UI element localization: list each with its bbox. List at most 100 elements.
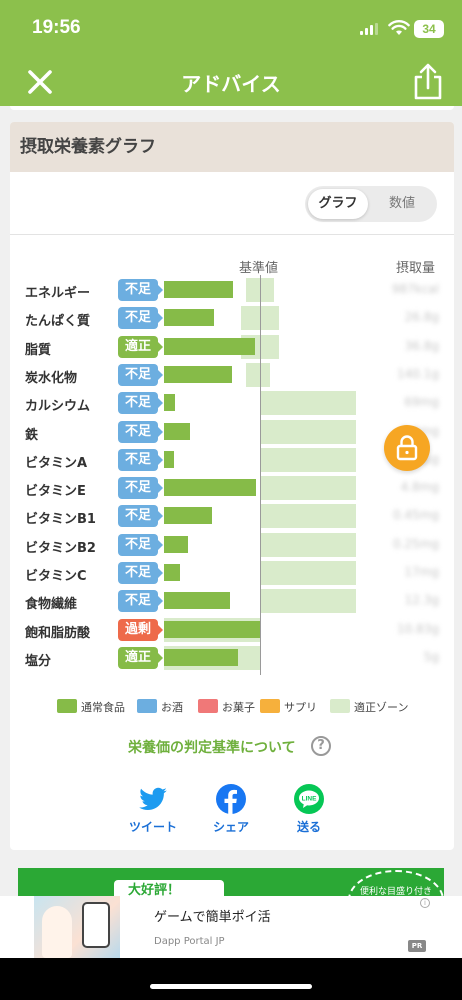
home-indicator[interactable] <box>150 984 312 989</box>
intake-bar <box>164 620 260 638</box>
promo-banner[interactable]: 大好評！ 便利な目盛り付き <box>18 868 444 898</box>
intake-value: 4.8mg <box>400 480 439 495</box>
intake-value: 12.3g <box>404 593 439 608</box>
twitter-icon <box>139 787 167 810</box>
nutrient-row: ビタミンE 不足 4.8mg <box>10 474 454 502</box>
facebook-icon <box>216 784 246 814</box>
intake-value: 0.25mg <box>392 536 439 551</box>
intake-value: 0.45mg <box>392 508 439 523</box>
nutrient-name: 飽和脂肪酸 <box>25 625 91 641</box>
nutrient-name: ビタミンB2 <box>25 540 96 556</box>
intake-header: 摂取量 <box>396 261 436 276</box>
optimal-zone <box>245 362 270 387</box>
optimal-zone <box>240 306 280 331</box>
optimal-zone <box>260 447 356 472</box>
ad-title: ゲームで簡単ポイ活 <box>154 910 271 925</box>
intake-value: 5g <box>423 649 439 664</box>
line-icon-text: LINE <box>302 796 317 803</box>
legend: 通常食品 お酒 お菓子 サプリ 適正ゾーン <box>10 696 454 716</box>
line-label: 送る <box>296 820 321 834</box>
ad-banner[interactable]: ゲームで簡単ポイ活 Dapp Portal JP PR i <box>0 896 462 958</box>
status-badge: 不足 <box>118 562 163 584</box>
nutrient-name: ビタミンA <box>25 455 88 471</box>
legend-label: 適正ゾーン <box>354 701 409 714</box>
ad-info-icon[interactable]: i <box>420 898 430 908</box>
status-badge: 不足 <box>118 477 163 500</box>
status-badge: 不足 <box>118 533 163 556</box>
facebook-share-button[interactable]: シェア <box>201 784 261 834</box>
share-icon[interactable] <box>410 62 446 102</box>
close-icon[interactable] <box>24 66 56 98</box>
nav-bar: アドバイス <box>0 58 462 106</box>
intake-value: 987kcal <box>391 282 439 296</box>
intake-bar <box>164 592 231 610</box>
tweet-button[interactable]: ツイート <box>123 784 183 834</box>
tweet-label: ツイート <box>128 820 177 834</box>
intake-bar <box>164 450 174 468</box>
toggle-numbers[interactable]: 数値 <box>388 196 415 211</box>
intake-bar <box>164 479 257 497</box>
nutrient-row: ビタミンB1 不足 0.45mg <box>10 502 454 530</box>
intake-bar <box>164 535 188 553</box>
legend-label: サプリ <box>284 701 317 714</box>
nutrient-name: 鉄 <box>25 427 39 443</box>
nutrient-name: たんぱく質 <box>25 314 91 330</box>
nutrient-row: 脂質 適正 36.8g <box>10 333 454 361</box>
optimal-zone <box>260 504 356 529</box>
page-title: アドバイス <box>181 72 281 96</box>
nutrient-row: たんぱく質 不足 26.8g <box>10 304 454 332</box>
divider <box>10 234 454 235</box>
intake-bar <box>164 394 175 412</box>
criteria-link[interactable]: 栄養価の判定基準について <box>128 740 296 756</box>
promo-tag: 大好評！ <box>114 880 224 898</box>
lock-icon <box>396 435 418 461</box>
nutrient-row: 炭水化物 不足 140.1g <box>10 361 454 389</box>
nutrient-row: ビタミンB2 不足 0.25mg <box>10 531 454 559</box>
criteria-section: 栄養価の判定基準について ? <box>10 736 454 760</box>
optimal-zone <box>260 391 356 416</box>
wifi-icon <box>388 20 410 35</box>
previous-card-edge <box>10 106 454 110</box>
status-badge: 適正 <box>118 646 163 669</box>
optimal-zone <box>245 278 275 302</box>
lock-button[interactable] <box>384 425 430 471</box>
status-badge: 過剰 <box>118 618 163 641</box>
nutrient-row: ビタミンA不足66μg <box>10 446 454 474</box>
line-send-button[interactable]: LINE 送る <box>279 784 339 834</box>
intake-bar <box>164 648 238 666</box>
nutrient-name: ビタミンB1 <box>25 512 96 528</box>
nutrient-row: 飽和脂肪酸 過剰 10.83g <box>10 616 454 644</box>
nutrient-name: 食物繊維 <box>25 597 78 613</box>
ad-phone-illustration <box>82 902 110 948</box>
intake-value: 140.1g <box>397 366 439 381</box>
status-badge: 不足 <box>118 420 163 443</box>
legend-label: お酒 <box>161 701 183 714</box>
legend-swatch <box>57 699 77 713</box>
card-title: 摂取栄養素グラフ <box>10 122 454 172</box>
intake-value: 36.8g <box>404 338 439 353</box>
intake-bar <box>164 337 256 355</box>
intake-bar <box>164 309 214 327</box>
intake-bar <box>164 281 234 298</box>
help-icon[interactable]: ? <box>311 736 331 756</box>
ad-image <box>34 896 120 958</box>
toggle-graph[interactable]: グラフ <box>308 189 368 219</box>
battery-icon: 34 <box>414 20 444 38</box>
intake-value: 10.83g <box>397 621 439 636</box>
intake-value: 17mg <box>404 565 439 579</box>
intake-bar <box>164 365 233 383</box>
legend-swatch <box>330 699 350 713</box>
home-area <box>0 958 462 1000</box>
status-badge: 不足 <box>118 279 163 301</box>
status-badge: 不足 <box>118 307 163 330</box>
status-bar: 19:56 34 <box>0 0 462 58</box>
nutrient-name: カルシウム <box>25 399 91 415</box>
nutrient-name: ビタミンE <box>25 484 86 500</box>
status-badge: 不足 <box>118 363 163 386</box>
signal-icon <box>360 23 380 35</box>
optimal-zone <box>260 419 356 444</box>
baseline-line <box>260 275 261 675</box>
optimal-zone <box>260 476 356 501</box>
status-badge: 不足 <box>118 505 163 528</box>
facebook-label: シェア <box>212 820 249 834</box>
